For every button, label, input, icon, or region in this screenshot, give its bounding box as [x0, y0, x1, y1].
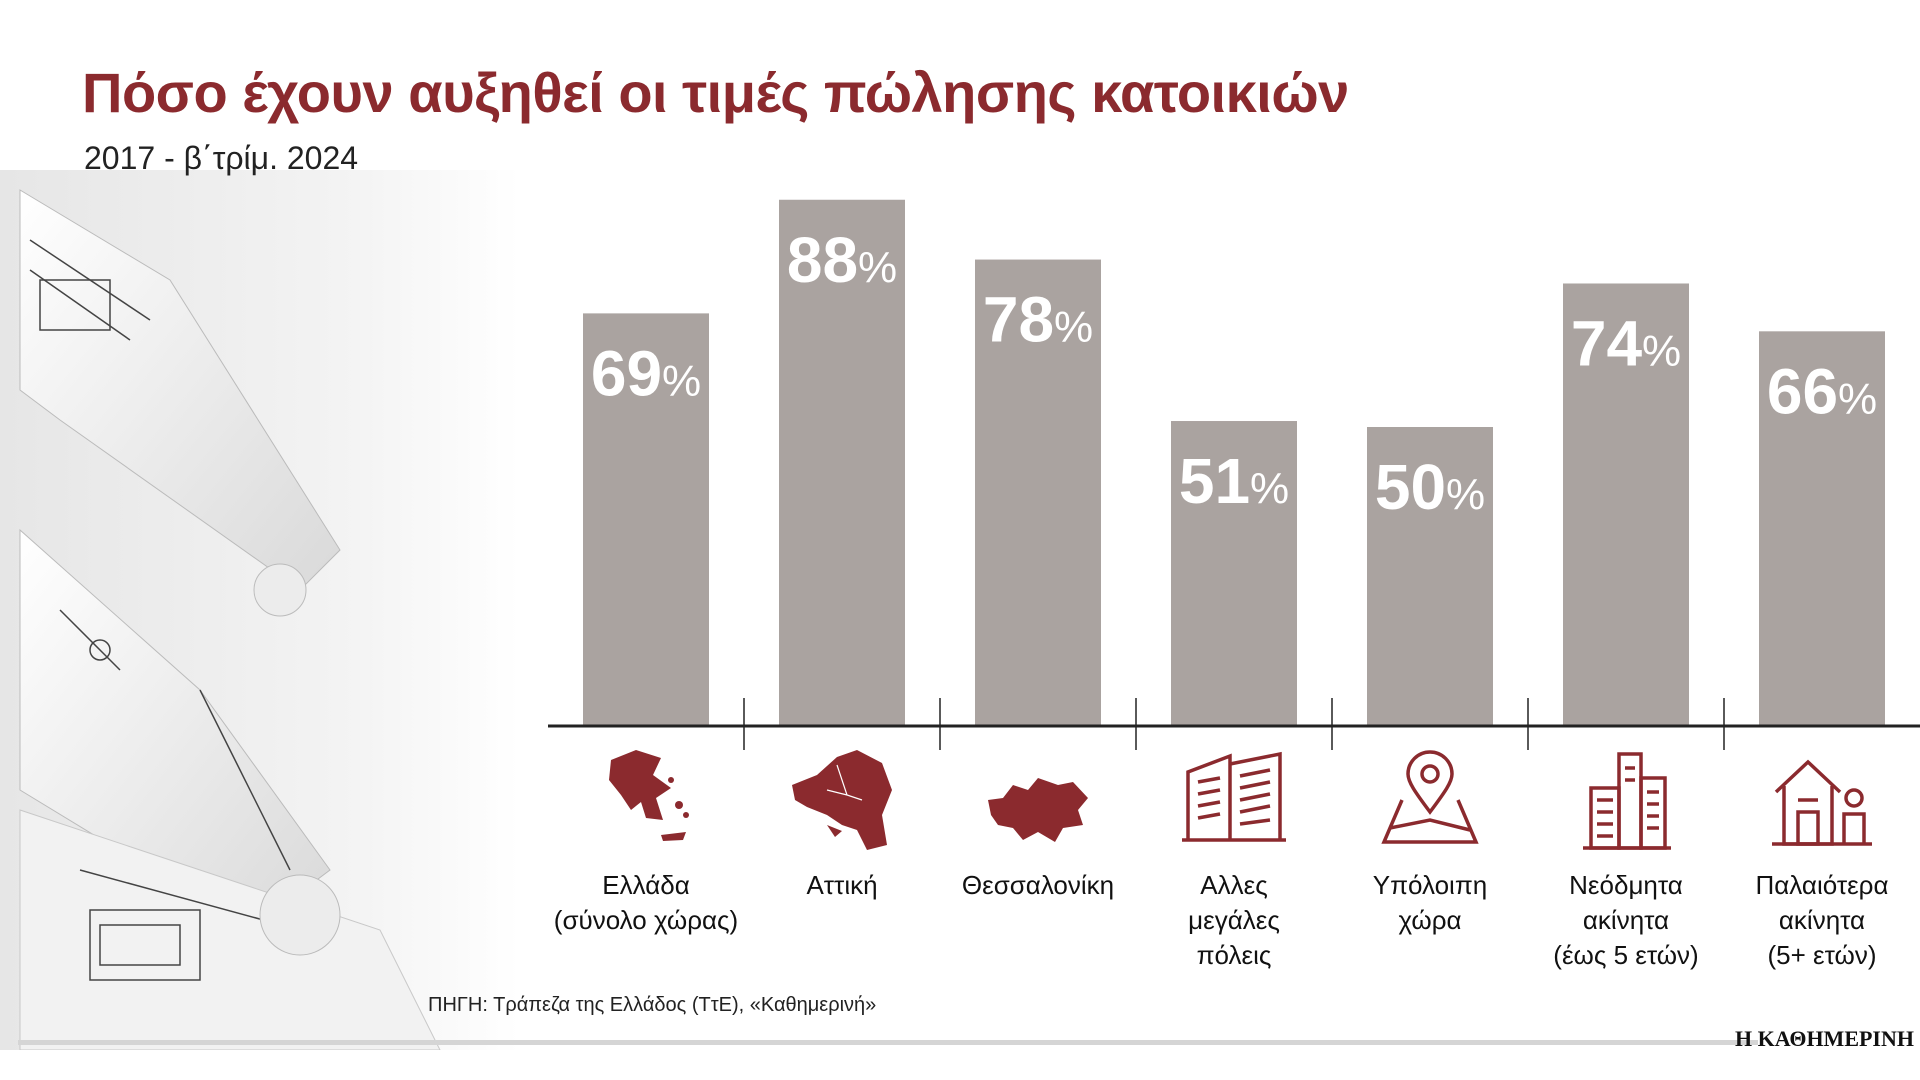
new-buildings-icon	[1581, 748, 1671, 857]
bar-7	[1759, 331, 1885, 726]
bar-value-label-1: 69%	[591, 337, 701, 409]
bar-value-label-4: 51%	[1179, 445, 1289, 517]
bar-value-number: 51	[1179, 445, 1250, 517]
x-tick-label: Παλαιότερα ακίνητα (5+ ετών)	[1755, 870, 1889, 970]
bar-value-number: 69	[591, 337, 662, 409]
bar-value-unit: %	[1054, 303, 1093, 352]
x-tick-label: Υπόλοιπη χώρα	[1372, 870, 1488, 935]
bar-value-number: 88	[787, 224, 858, 296]
bar-value-unit: %	[1446, 470, 1485, 519]
bar-value-unit: %	[1250, 464, 1289, 513]
x-tick-label: Αλλες μεγάλες πόλεις	[1188, 870, 1280, 970]
bar-2	[779, 199, 905, 726]
bar-value-number: 78	[983, 284, 1054, 356]
chart-subtitle: 2017 - β΄τρίμ. 2024	[84, 140, 359, 176]
x-tick-label: Νεόδμητα ακίνητα (έως 5 ετών)	[1553, 870, 1699, 970]
x-tick-label: Αττική	[806, 870, 878, 900]
bar-4	[1171, 421, 1297, 726]
bar-5	[1367, 427, 1493, 726]
bar-value-label-5: 50%	[1375, 451, 1485, 523]
bar-value-number: 50	[1375, 451, 1446, 523]
location-pin-map-icon	[1380, 750, 1480, 851]
bar-value-unit: %	[1642, 326, 1681, 375]
bar-value-label-2: 88%	[787, 224, 897, 296]
bar-value-number: 74	[1571, 307, 1643, 379]
chart-title: Πόσο έχουν αυξηθεί οι τιμές πώλησης κατο…	[82, 61, 1349, 124]
x-tick-label: Θεσσαλονίκη	[961, 870, 1115, 900]
x-tick-label: Ελλάδα (σύνολο χώρας)	[553, 870, 739, 935]
source-note: ΠΗΓΗ: Τράπεζα της Ελλάδος (ΤτΕ), «Καθημε…	[428, 994, 877, 1016]
bar-value-label-3: 78%	[983, 284, 1093, 356]
bar-value-unit: %	[662, 356, 701, 405]
bar-value-label-6: 74%	[1571, 307, 1681, 379]
bar-value-unit: %	[858, 243, 897, 292]
house-person-icon	[1772, 752, 1872, 853]
bar-value-unit: %	[1838, 374, 1877, 423]
bar-3	[975, 259, 1101, 726]
greece-map-icon	[591, 740, 701, 865]
bar-value-number: 66	[1767, 355, 1838, 427]
bar-6	[1563, 283, 1689, 726]
attica-map-icon	[787, 745, 897, 860]
brand-logo: Η ΚΑΘΗΜΕΡΙΝΗ	[1735, 1026, 1914, 1051]
buildings-icon	[1182, 750, 1286, 851]
blueprints-background-image	[0, 170, 520, 1050]
bar-value-label-7: 66%	[1767, 355, 1877, 427]
thessaloniki-map-icon	[983, 770, 1093, 855]
bar-1	[583, 313, 709, 726]
footer-divider	[18, 1040, 1758, 1045]
